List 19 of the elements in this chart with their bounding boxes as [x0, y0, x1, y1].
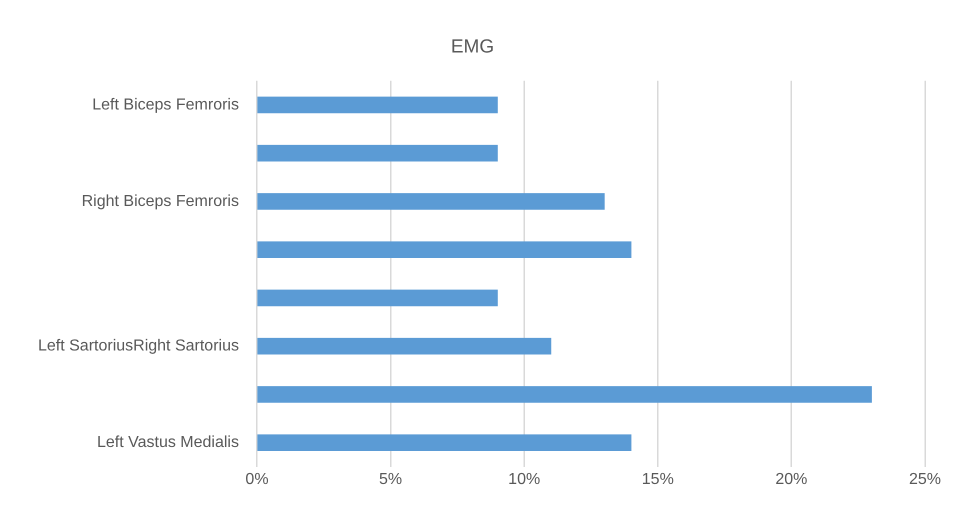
bar — [257, 386, 872, 403]
x-tick-label: 25% — [908, 470, 942, 488]
bar — [257, 193, 605, 210]
x-tick-label: 0% — [245, 470, 269, 488]
y-tick-label: Left Biceps Femroris — [92, 96, 239, 114]
x-tick-label: 20% — [775, 470, 808, 488]
bar — [257, 290, 498, 306]
bar — [257, 434, 632, 452]
x-tick-label: 5% — [379, 470, 402, 488]
y-tick-label: Right Biceps Femroris — [82, 192, 239, 210]
x-tick-label: 15% — [642, 470, 674, 488]
bar — [257, 338, 552, 355]
y-tick-label: Left SartoriusRight Sartorius — [38, 338, 239, 355]
bar — [257, 241, 632, 258]
y-tick-label: Left Vastus Medialis — [96, 434, 239, 452]
chart-title: EMG — [450, 36, 494, 58]
x-tick-label: 10% — [508, 470, 540, 488]
bar — [257, 144, 498, 162]
bar — [257, 96, 498, 114]
